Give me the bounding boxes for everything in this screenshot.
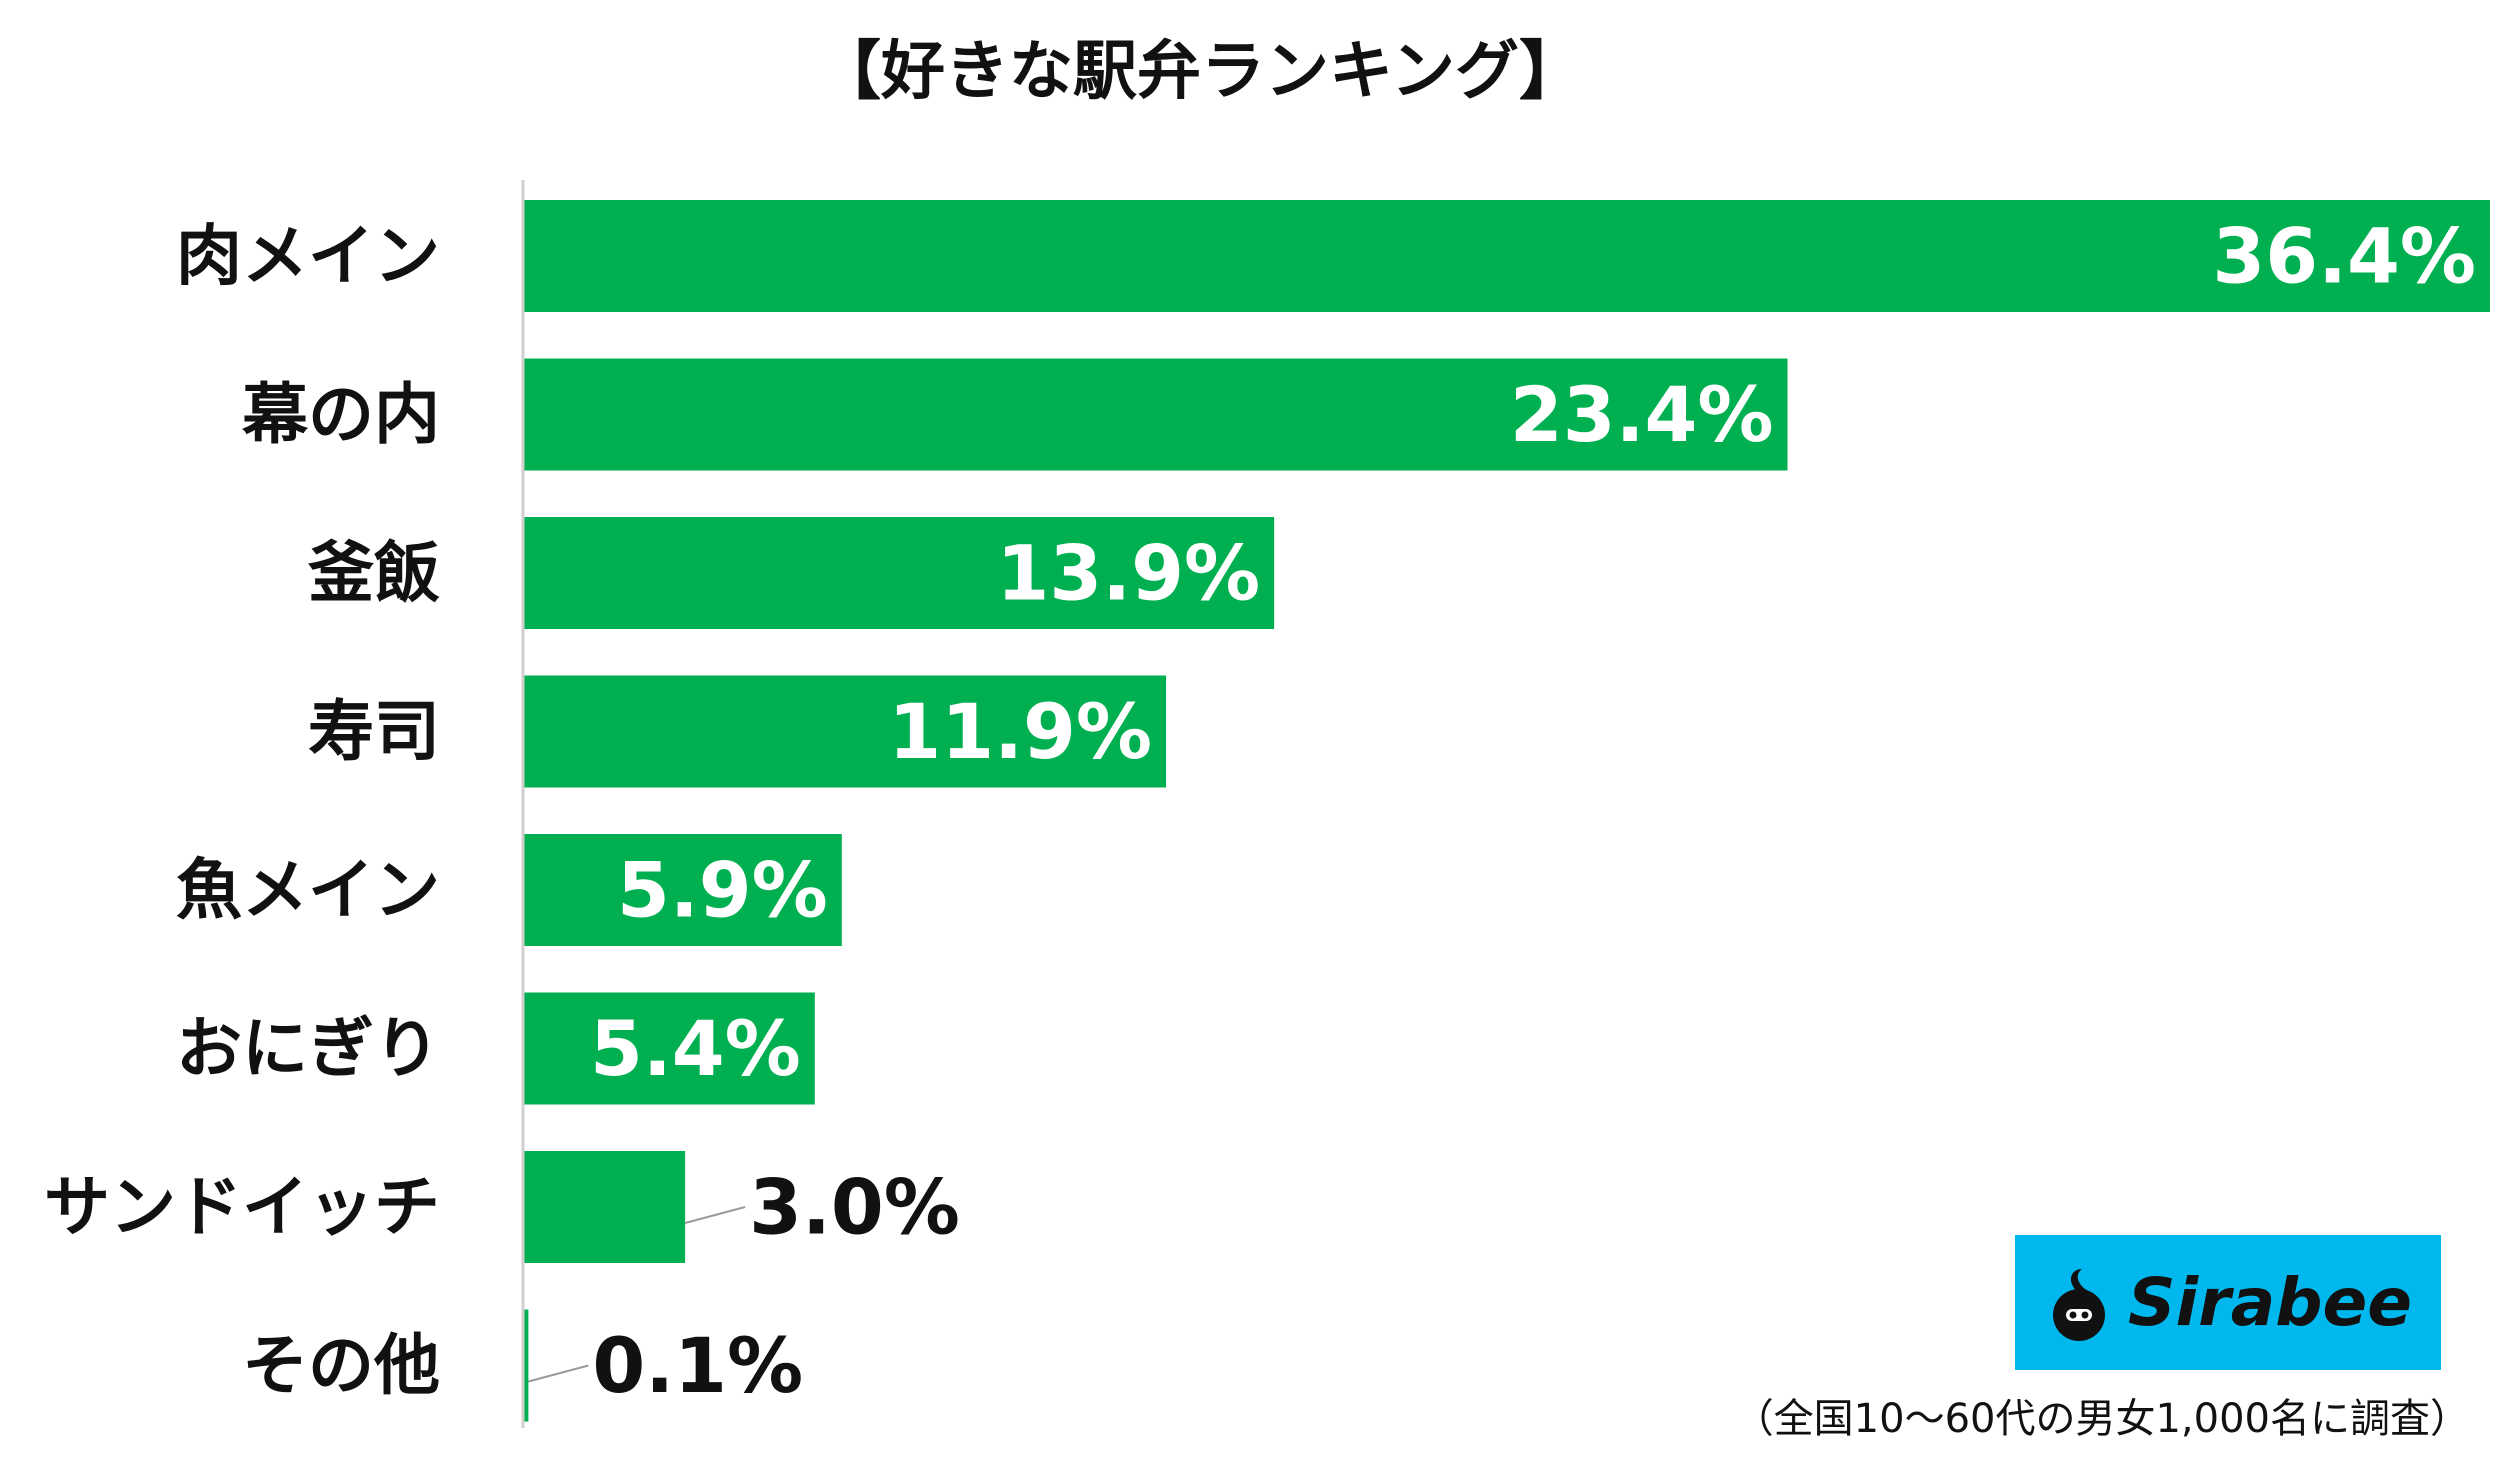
value-label: 3.0% — [749, 1163, 960, 1252]
bar — [523, 200, 2490, 312]
value-label: 23.4% — [1510, 370, 1774, 459]
leader-line — [684, 1206, 746, 1224]
sirabee-logo-icon — [2044, 1263, 2114, 1343]
bar — [523, 358, 1788, 471]
bar — [523, 517, 1275, 629]
bar — [523, 675, 1167, 788]
category-label: おにぎり — [176, 1010, 440, 1087]
category-label: その他 — [242, 1327, 440, 1404]
value-label: 5.9% — [617, 846, 828, 935]
category-label: 幕の内 — [241, 376, 440, 453]
category-label: 寿司 — [308, 693, 440, 770]
chart-title: 【好きな駅弁ランキング】 — [816, 35, 1584, 109]
category-label: サンドイッチ — [44, 1169, 440, 1246]
logo-text: Sirabee — [2127, 1264, 2412, 1341]
category-label: 肉メイン — [176, 218, 440, 295]
category-label: 釜飯 — [307, 535, 440, 612]
bar — [523, 992, 815, 1105]
value-label: 5.4% — [590, 1004, 801, 1093]
category-label: 魚メイン — [176, 852, 440, 929]
bar — [523, 834, 842, 946]
value-label: 36.4% — [2212, 212, 2476, 301]
bar — [523, 1309, 529, 1422]
sirabee-logo: Sirabee — [2015, 1235, 2441, 1370]
value-label: 13.9% — [996, 529, 1260, 618]
bar — [523, 1151, 686, 1263]
survey-note: （全国10〜60代の男女1,000名に調査） — [1733, 1396, 2470, 1442]
value-label: 0.1% — [592, 1321, 803, 1410]
leader-line — [528, 1364, 589, 1383]
value-label: 11.9% — [888, 687, 1152, 776]
